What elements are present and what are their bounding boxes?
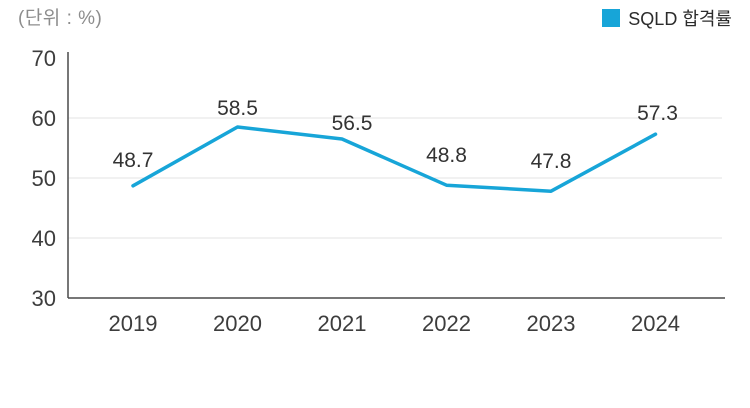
x-tick-label-2022: 2022: [422, 311, 471, 336]
data-label-2020: 58.5: [217, 97, 258, 120]
data-label-2021: 56.5: [332, 112, 373, 135]
x-tick-label-2021: 2021: [318, 311, 367, 336]
legend-series-label: SQLD 합격률: [628, 9, 732, 29]
x-tick-label-2023: 2023: [527, 311, 576, 336]
y-tick-label-60: 60: [32, 106, 56, 131]
x-tick-label-2019: 2019: [109, 311, 158, 336]
series-line-SQLD 합격률: [131, 125, 658, 193]
legend: SQLD 합격률: [602, 5, 732, 31]
x-tick-label-2024: 2024: [631, 311, 680, 336]
data-label-2023: 47.8: [531, 150, 572, 173]
unit-label: (단위 : %): [18, 8, 103, 29]
data-label-2024: 57.3: [637, 102, 678, 125]
y-tick-label-40: 40: [32, 226, 56, 251]
data-label-2022: 48.8: [426, 144, 467, 167]
data-label-2019: 48.7: [113, 149, 154, 172]
x-tick-label-2020: 2020: [213, 311, 262, 336]
legend-swatch: [602, 9, 621, 27]
y-tick-label-30: 30: [32, 286, 56, 311]
y-tick-label-50: 50: [32, 166, 56, 191]
y-tick-label-70: 70: [32, 46, 56, 71]
